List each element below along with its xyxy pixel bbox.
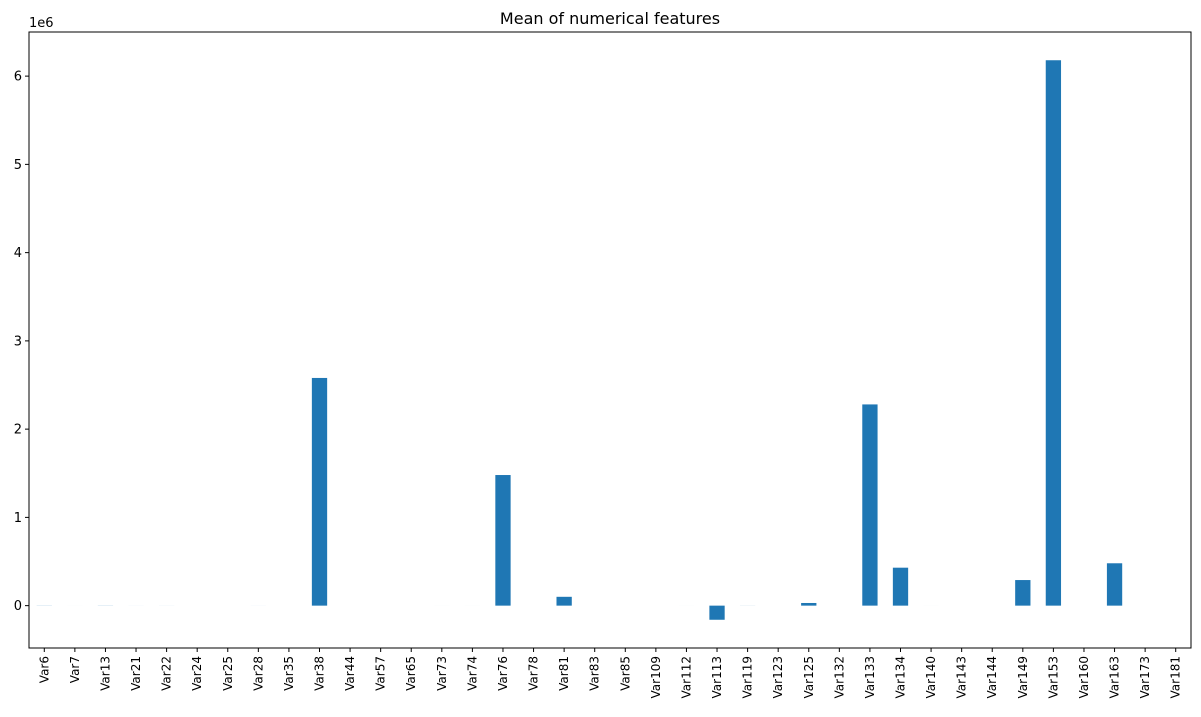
- x-tick-label: Var123: [771, 656, 785, 698]
- y-tick-label: 4: [14, 246, 22, 261]
- y-offset-label: 1e6: [29, 16, 54, 31]
- x-tick-label: Var28: [251, 656, 265, 691]
- chart-title: Mean of numerical features: [500, 9, 720, 28]
- x-tick-label: Var38: [313, 656, 327, 691]
- x-tick-label: Var24: [190, 656, 204, 691]
- x-axis: Var6 Var7 Var13 Var21 Var22 Var24 Var25 Var28 Va…: [37, 648, 1183, 698]
- x-tick-label: Var44: [343, 656, 357, 691]
- x-tick-label: Var149: [1016, 656, 1030, 698]
- x-tick-label: Var112: [679, 656, 693, 698]
- x-tick-label: Var81: [557, 656, 571, 691]
- x-tick-label: Var35: [282, 656, 296, 691]
- x-tick-label: Var173: [1138, 656, 1152, 698]
- x-tick-label: Var143: [955, 656, 969, 698]
- x-tick-label: Var133: [863, 656, 877, 698]
- y-tick-label: 3: [14, 334, 22, 349]
- x-tick-label: Var113: [710, 656, 724, 698]
- x-tick-label: Var21: [129, 656, 143, 691]
- x-tick-label: Var74: [465, 656, 479, 691]
- bar-var125: [801, 602, 817, 606]
- x-tick-label: Var119: [741, 656, 755, 698]
- bars-group: [36, 60, 1123, 620]
- y-tick-label: 0: [14, 599, 22, 614]
- plot-frame: [28, 31, 1192, 649]
- y-axis: 0 1 2 3 4 5 6: [14, 70, 29, 614]
- x-tick-label: Var83: [588, 656, 602, 691]
- x-tick-label: Var109: [649, 656, 663, 698]
- bar-var113: [709, 605, 725, 620]
- x-tick-label: Var140: [924, 656, 938, 698]
- x-tick-label: Var78: [527, 656, 541, 691]
- bar-var134: [892, 567, 909, 606]
- x-tick-label: Var13: [98, 656, 112, 691]
- bar-var149: [1015, 580, 1031, 606]
- y-tick-label: 6: [14, 70, 22, 85]
- x-tick-label: Var144: [985, 656, 999, 698]
- bar-var133: [862, 404, 878, 606]
- x-tick-label: Var125: [802, 656, 816, 698]
- bar-var81: [556, 596, 572, 606]
- y-tick-label: 5: [14, 158, 22, 173]
- x-tick-label: Var25: [221, 656, 235, 691]
- x-tick-label: Var153: [1046, 656, 1060, 698]
- x-tick-label: Var73: [435, 656, 449, 691]
- x-tick-label: Var160: [1077, 656, 1091, 698]
- y-tick-label: 1: [14, 511, 22, 526]
- x-tick-label: Var132: [832, 656, 846, 698]
- bar-var153: [1045, 60, 1062, 606]
- x-tick-label: Var22: [160, 656, 174, 691]
- x-tick-label: Var85: [618, 656, 632, 691]
- x-tick-label: Var76: [496, 656, 510, 691]
- x-tick-label: Var6: [37, 656, 51, 683]
- bar-var76: [495, 475, 511, 606]
- x-tick-label: Var134: [894, 656, 908, 698]
- x-tick-label: Var65: [404, 656, 418, 691]
- x-tick-label: Var57: [374, 656, 388, 691]
- x-tick-label: Var163: [1108, 656, 1122, 698]
- y-tick-label: 2: [14, 423, 22, 438]
- x-tick-label: Var181: [1169, 656, 1183, 698]
- bar-var163: [1106, 563, 1123, 606]
- x-tick-label: Var7: [68, 656, 82, 683]
- bar-var38: [311, 377, 328, 606]
